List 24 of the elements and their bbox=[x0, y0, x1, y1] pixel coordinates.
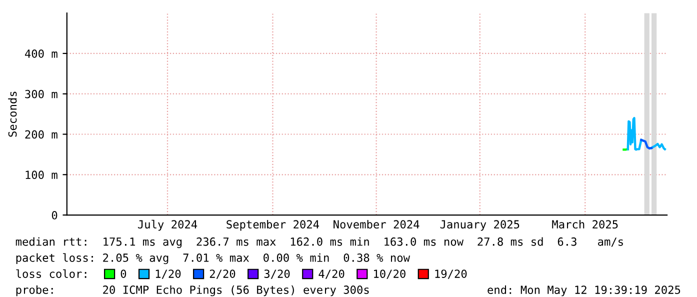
y-tick-label: 200 m bbox=[25, 130, 58, 139]
y-axis-title: Seconds bbox=[8, 92, 17, 137]
text: median rtt: 175.1 ms avg 236.7 ms max 162.0 ms min 163.0 ms now 27.8 ms sd 6.3 am/s bbox=[16, 237, 623, 248]
legend-label: 19/20 bbox=[435, 270, 467, 279]
line-series bbox=[640, 138, 653, 150]
x-tick-label: November 2024 bbox=[334, 220, 420, 229]
legend-label: 4/20 bbox=[318, 270, 344, 279]
legend-label: 0 bbox=[120, 270, 126, 278]
y-tick-label: 100 m bbox=[26, 170, 58, 180]
x-tick-label: March 2025 bbox=[552, 220, 618, 229]
x-tick-label: January 2025 bbox=[440, 220, 520, 231]
y-tick-label: 0 bbox=[52, 211, 58, 220]
y-tick-label: 300 m bbox=[25, 90, 58, 98]
legend-label: 3/20 bbox=[264, 270, 290, 279]
legend-label: 1/20 bbox=[156, 270, 181, 279]
y-tick-label: 400 m bbox=[24, 49, 58, 58]
legend-title: loss color: bbox=[16, 269, 86, 278]
text: probe: 20 ICMP Echo Pings (56 Bytes) every 300s bbox=[16, 285, 369, 296]
legend-label: 2/20 bbox=[210, 270, 236, 279]
x-tick-label: July 2024 bbox=[138, 220, 198, 231]
x-tick-label: September 2024 bbox=[226, 220, 320, 231]
text: end: Mon May 12 19:39:19 2025 bbox=[488, 285, 680, 296]
legend-label: 10/20 bbox=[374, 270, 406, 279]
text: packet loss: 2.05 % avg 7.01 % max 0.00 % min 0.38 % now bbox=[16, 253, 410, 264]
